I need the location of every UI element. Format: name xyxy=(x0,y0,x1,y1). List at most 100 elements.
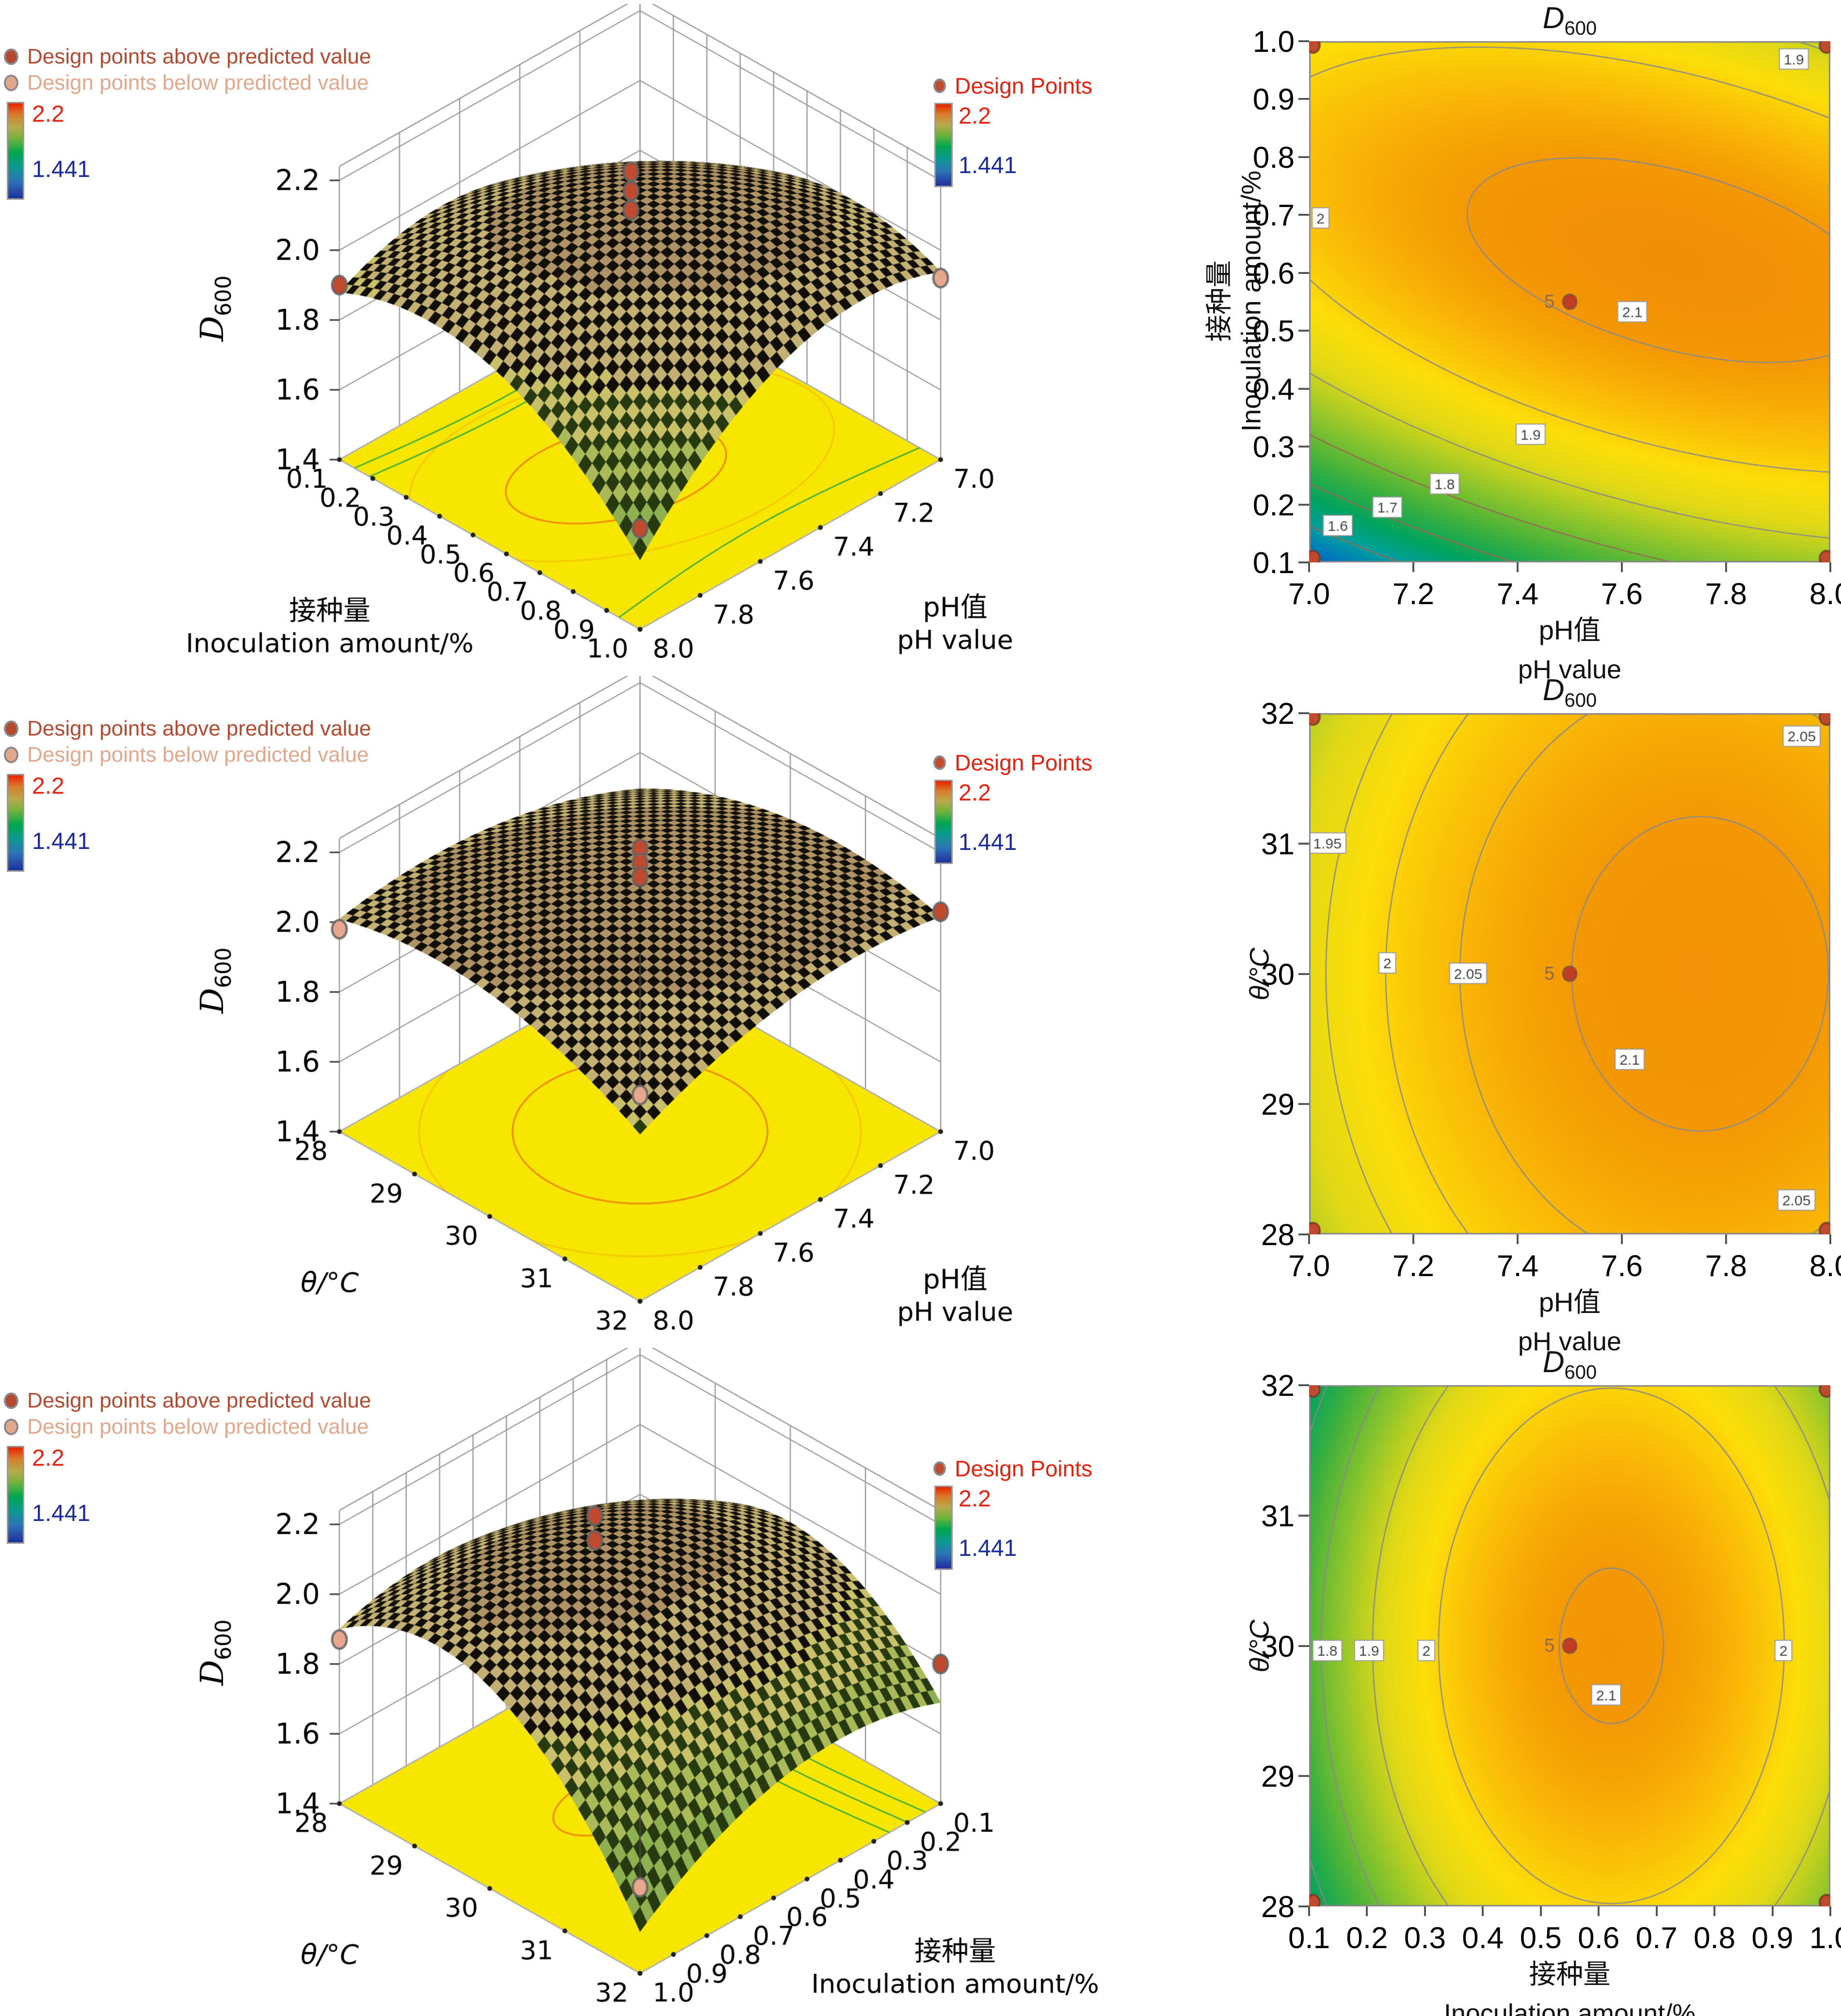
x-tick-label: 0.1 xyxy=(1288,1921,1330,1955)
y-tick-label: 29 xyxy=(1261,1088,1295,1122)
scale-max-label: 2.2 xyxy=(959,103,991,129)
x-tick-mark xyxy=(1621,562,1623,572)
plot-title: D600 xyxy=(1309,673,1830,711)
surface-panel-ph-inoculation: Design points above predicted value Desi… xyxy=(0,0,1188,672)
y-tick-label: 29 xyxy=(1261,1760,1295,1794)
color-scale-bar xyxy=(7,774,24,872)
y-tick-label: 0.5 xyxy=(1252,315,1295,349)
x-tick-label: 7.8 xyxy=(1705,577,1747,611)
x-tick-mark xyxy=(1412,1234,1414,1244)
design-points-label: Design Points xyxy=(955,1456,1092,1481)
x-tick-label: 0.8 xyxy=(1694,1921,1736,1955)
x-tick-label: 7.6 xyxy=(1601,1249,1643,1283)
design-point-icon xyxy=(933,1461,946,1476)
y-tick-label: 0.8 xyxy=(1252,141,1295,175)
design-point-below-icon xyxy=(4,747,18,763)
x-tick-label: 0.9 xyxy=(1751,1921,1793,1955)
y-axis-title: 接种量 Inoculation amount/% xyxy=(1203,170,1266,432)
y-tick-mark xyxy=(1298,40,1309,42)
y-tick-mark xyxy=(1298,1514,1309,1517)
x-tick-mark xyxy=(1517,1234,1519,1244)
color-scale-bar xyxy=(7,102,24,200)
x-tick-mark xyxy=(1598,1906,1600,1916)
scale-max-label: 2.2 xyxy=(32,101,64,127)
x-tick-label: 7.0 xyxy=(1288,1249,1330,1283)
y-tick-mark xyxy=(1298,214,1309,216)
color-scale-bar-small xyxy=(934,780,953,864)
surface-3d-canvas xyxy=(145,4,1164,668)
x-tick-mark xyxy=(1829,1906,1831,1916)
y-tick-label: 30 xyxy=(1261,958,1295,992)
y-tick-mark xyxy=(1298,1233,1309,1235)
contour-canvas xyxy=(1309,41,1830,562)
scale-min-label: 1.441 xyxy=(32,157,91,182)
x-axis-title: pH值 pH value xyxy=(1518,1287,1622,1356)
legend-row-design-points: Design Points xyxy=(933,750,1092,776)
surface-3d-canvas xyxy=(145,1348,1164,2012)
y-tick-label: 0.2 xyxy=(1252,488,1295,522)
y-tick-label: 30 xyxy=(1261,1630,1295,1664)
color-scale-bar-small xyxy=(934,103,953,187)
scale-max-label: 2.2 xyxy=(32,773,64,799)
x-tick-mark xyxy=(1539,1906,1542,1916)
contour-canvas xyxy=(1309,1385,1830,1906)
x-tick-mark xyxy=(1308,1234,1310,1244)
design-point-below-icon xyxy=(4,1419,18,1435)
x-tick-label: 7.4 xyxy=(1496,577,1539,611)
design-points-label: Design Points xyxy=(955,750,1092,775)
contour-canvas xyxy=(1309,713,1830,1234)
y-tick-label: 28 xyxy=(1261,1890,1295,1924)
surface-3d-canvas xyxy=(145,676,1164,1340)
x-tick-label: 0.2 xyxy=(1346,1921,1388,1955)
y-tick-label: 32 xyxy=(1261,697,1295,731)
x-tick-mark xyxy=(1771,1906,1774,1916)
design-point-above-icon xyxy=(4,720,18,737)
plot-title: D600 xyxy=(1309,1,1830,39)
x-tick-mark xyxy=(1829,562,1831,572)
legend-row-design-points: Design Points xyxy=(933,73,1092,99)
y-tick-mark xyxy=(1298,1775,1309,1777)
plot-title-main: D xyxy=(1542,1,1565,35)
x-tick-label: 0.6 xyxy=(1578,1921,1620,1955)
x-tick-mark xyxy=(1655,1906,1658,1916)
x-tick-mark xyxy=(1725,562,1727,572)
surface-panel-ph-temperature: Design points above predicted value Desi… xyxy=(0,672,1188,1344)
design-point-icon xyxy=(933,79,946,93)
design-point-above-icon xyxy=(4,48,18,65)
x-tick-mark xyxy=(1366,1906,1368,1916)
scale-max-label: 2.2 xyxy=(959,780,991,806)
plot-title-main: D xyxy=(1542,1345,1565,1379)
y-tick-mark xyxy=(1298,503,1309,506)
x-tick-label: 0.5 xyxy=(1520,1921,1562,1955)
x-tick-label: 0.3 xyxy=(1404,1921,1446,1955)
y-tick-mark xyxy=(1298,1384,1309,1386)
x-tick-label: 7.0 xyxy=(1288,577,1330,611)
x-tick-mark xyxy=(1412,562,1414,572)
y-tick-mark xyxy=(1298,98,1309,100)
y-tick-label: 0.1 xyxy=(1252,546,1295,580)
x-tick-label: 7.4 xyxy=(1496,1249,1539,1283)
x-tick-mark xyxy=(1725,1234,1727,1244)
y-tick-label: 1.0 xyxy=(1252,25,1295,59)
design-point-above-icon xyxy=(4,1392,18,1409)
x-tick-mark xyxy=(1482,1906,1484,1916)
scale-max-label: 2.2 xyxy=(959,1486,991,1512)
x-tick-label: 8.0 xyxy=(1809,577,1841,611)
color-scale-bar xyxy=(7,1446,24,1544)
x-axis-title: pH值 pH value xyxy=(1518,615,1622,684)
plot-title-main: D xyxy=(1542,673,1565,707)
plot-title: D600 xyxy=(1309,1345,1830,1383)
x-tick-mark xyxy=(1308,1906,1310,1916)
y-tick-mark xyxy=(1298,330,1309,332)
x-axis-title: 接种量 Inoculation amount/% xyxy=(1443,1959,1696,2016)
y-tick-mark xyxy=(1298,156,1309,158)
scale-min-label: 1.441 xyxy=(959,1536,1017,1561)
x-tick-mark xyxy=(1517,562,1519,572)
contour-panel-ph-inoculation: D600 接种量 Inoculation amount/% pH值 pH val… xyxy=(1188,0,1841,684)
scale-min-label: 1.441 xyxy=(32,829,91,854)
y-tick-label: 28 xyxy=(1261,1218,1295,1252)
y-tick-mark xyxy=(1298,561,1309,563)
x-tick-label: 0.4 xyxy=(1462,1921,1504,1955)
y-tick-label: 0.7 xyxy=(1252,199,1295,233)
y-tick-mark xyxy=(1298,1645,1309,1647)
